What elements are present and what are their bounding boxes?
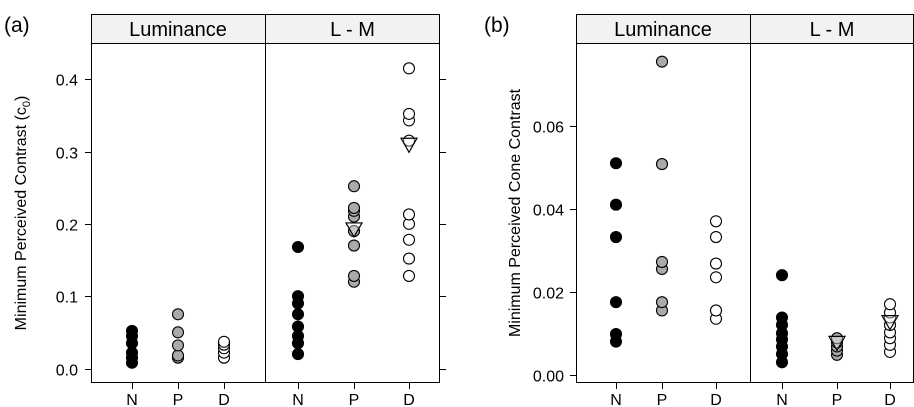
facet-title: L - M [330, 19, 375, 41]
y-tick-label: 0.1 [56, 290, 78, 307]
data-point [609, 230, 623, 244]
y-tick-label: 0.02 [533, 286, 564, 303]
data-point [347, 201, 361, 214]
x-tick-label: D [218, 392, 230, 407]
data-point [291, 290, 305, 303]
data-point [775, 311, 789, 324]
y-tick-label: 0.4 [56, 73, 78, 90]
x-tick-label: N [292, 392, 304, 407]
facet-title: Luminance [614, 19, 712, 41]
plot-frame [576, 14, 914, 383]
data-point [291, 348, 305, 361]
data-point [655, 158, 669, 171]
data-point [402, 252, 416, 265]
facet-header-strip [576, 14, 914, 43]
y-tick-label: 0.04 [533, 203, 564, 220]
data-point [347, 180, 361, 193]
data-point [171, 326, 185, 339]
data-point [709, 215, 723, 228]
data-point [402, 107, 416, 120]
data-point [347, 239, 361, 252]
data-point [655, 255, 669, 268]
y-tick-label: 0.06 [533, 120, 564, 137]
y-tick-label: 0.2 [56, 218, 78, 235]
x-tick-label: P [173, 392, 184, 407]
data-point [609, 328, 623, 341]
x-tick-label: N [610, 392, 622, 407]
x-tick-label: D [403, 392, 415, 407]
facet-title: Luminance [129, 19, 227, 41]
x-tick-label: N [776, 392, 788, 407]
data-point [291, 240, 305, 254]
x-tick-label: N [126, 392, 138, 407]
mean-marker [880, 315, 900, 331]
panel-a: (a) Luminance L - M 0.0 0.1 0.2 0.3 0.4 Minimum … [4, 14, 446, 407]
mean-marker [827, 335, 847, 352]
y-axis-label-subscript: 0 [21, 101, 33, 107]
data-point [402, 269, 416, 282]
x-tick-label: P [657, 392, 668, 407]
x-tick-label: P [832, 392, 843, 407]
data-point [655, 296, 669, 309]
y-axis-label: Minimum Perceived Contrast (c0) [13, 96, 33, 331]
data-point [883, 298, 897, 311]
data-point [709, 230, 723, 244]
data-point [609, 198, 623, 211]
panel-b: (b) Luminance L - M 0.00 0.02 0.04 0.06 Minimum… [484, 14, 914, 407]
x-tick-label: P [349, 392, 360, 407]
y-tick-label: 0.0 [56, 363, 78, 380]
data-point [609, 296, 623, 309]
data-point [830, 332, 844, 345]
y-tick-label: 0.00 [533, 369, 564, 386]
data-point [709, 257, 723, 270]
mean-marker [399, 137, 419, 154]
data-point [655, 55, 669, 68]
mean-marker [344, 222, 364, 239]
data-point [402, 62, 416, 75]
panel-label: (a) [4, 14, 30, 37]
data-point [171, 339, 185, 352]
data-point [125, 324, 139, 337]
data-point [171, 349, 185, 362]
y-tick-label: 0.3 [56, 146, 78, 163]
data-point [775, 269, 789, 282]
data-point [402, 233, 416, 246]
data-point [291, 320, 305, 333]
data-point [402, 208, 416, 221]
data-point [709, 271, 723, 284]
y-axis-label: Minimum Perceived Cone Contrast [507, 88, 524, 337]
data-point [171, 308, 185, 321]
x-tick-label: D [710, 392, 722, 407]
x-tick-label: D [884, 392, 896, 407]
facet-title: L - M [810, 19, 855, 41]
y-axis-label-close: ) [13, 96, 30, 101]
data-point [217, 335, 231, 348]
data-point [709, 304, 723, 317]
data-point [291, 308, 305, 321]
panel-label: (b) [484, 14, 510, 37]
data-point [347, 269, 361, 282]
data-point [609, 157, 623, 170]
